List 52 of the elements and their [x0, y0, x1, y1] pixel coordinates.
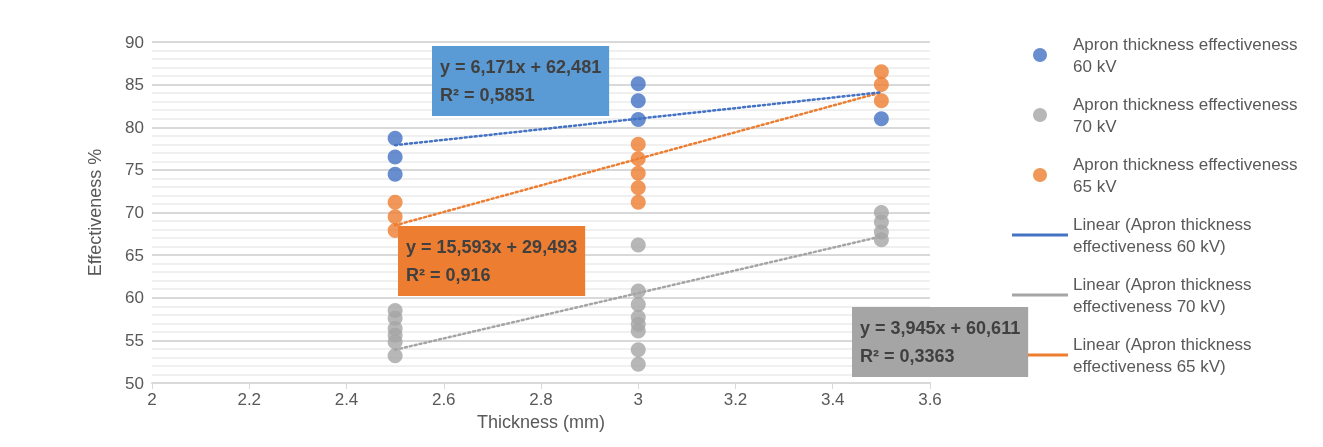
x-tick-label: 3.6: [918, 390, 942, 409]
annotation: y = 15,593x + 29,493 R² = 0,916: [406, 237, 578, 285]
y-tick-label: 75: [125, 160, 144, 180]
x-tick-label: 3.4: [820, 390, 845, 409]
point: [630, 237, 646, 253]
point: [387, 149, 403, 165]
point: [387, 209, 403, 225]
x-tick-label: 3: [633, 390, 643, 409]
x-tick-label: 2.8: [529, 390, 553, 409]
point: [630, 323, 646, 339]
point: [873, 77, 889, 93]
y-tick-label: 60: [125, 288, 144, 308]
point: [387, 166, 403, 182]
y-tick-label: 70: [125, 203, 144, 222]
y-axis-title: Effectiveness %: [85, 148, 105, 277]
x-tick-label: 2.6: [431, 390, 456, 409]
legend-label: Linear (Apron thickness effectiveness 65 kV): [1073, 334, 1257, 376]
point: [873, 64, 889, 80]
point: [630, 356, 646, 372]
x-tick-label: 2.2: [237, 390, 262, 409]
legend-label: Linear (Apron thickness effectiveness 60 kV): [1073, 214, 1257, 256]
annotation: y = 6,171x + 62,481 R² = 0,5851: [440, 57, 602, 105]
point: [630, 76, 646, 92]
point: [873, 93, 889, 109]
point: [630, 342, 646, 358]
point: [387, 194, 403, 210]
point: [630, 136, 646, 152]
x-tick-label: 2: [147, 390, 157, 409]
point: [630, 297, 646, 313]
y-tick-label: 85: [125, 75, 144, 95]
point: [630, 165, 646, 181]
point: [630, 93, 646, 109]
point: [873, 232, 889, 248]
point: [387, 334, 403, 350]
point: [387, 130, 403, 146]
y-tick-label: 80: [125, 117, 144, 137]
x-axis-title: Thickness (mm): [476, 411, 606, 432]
point: [630, 194, 646, 210]
legend-label: Apron thickness effectiveness 60 kV: [1073, 34, 1303, 76]
annotation: y = 3,945x + 60,611 R² = 0,3363: [860, 318, 1021, 366]
x-tick-label: 2.4: [334, 390, 359, 409]
point: [387, 348, 403, 364]
y-tick-label: 55: [125, 330, 144, 350]
legend-label: Apron thickness effectiveness 70 kV: [1073, 94, 1303, 136]
y-tick-label: 90: [125, 32, 144, 52]
y-tick-label: 65: [125, 245, 144, 265]
x-tick-label: 3.2: [723, 390, 748, 409]
point: [630, 180, 646, 196]
y-tick-label: 50: [125, 373, 144, 393]
legend-label: Apron thickness effectiveness 65 kV: [1073, 154, 1303, 196]
legend-label: Linear (Apron thickness effectiveness 70 kV): [1073, 274, 1257, 316]
point: [873, 111, 889, 127]
